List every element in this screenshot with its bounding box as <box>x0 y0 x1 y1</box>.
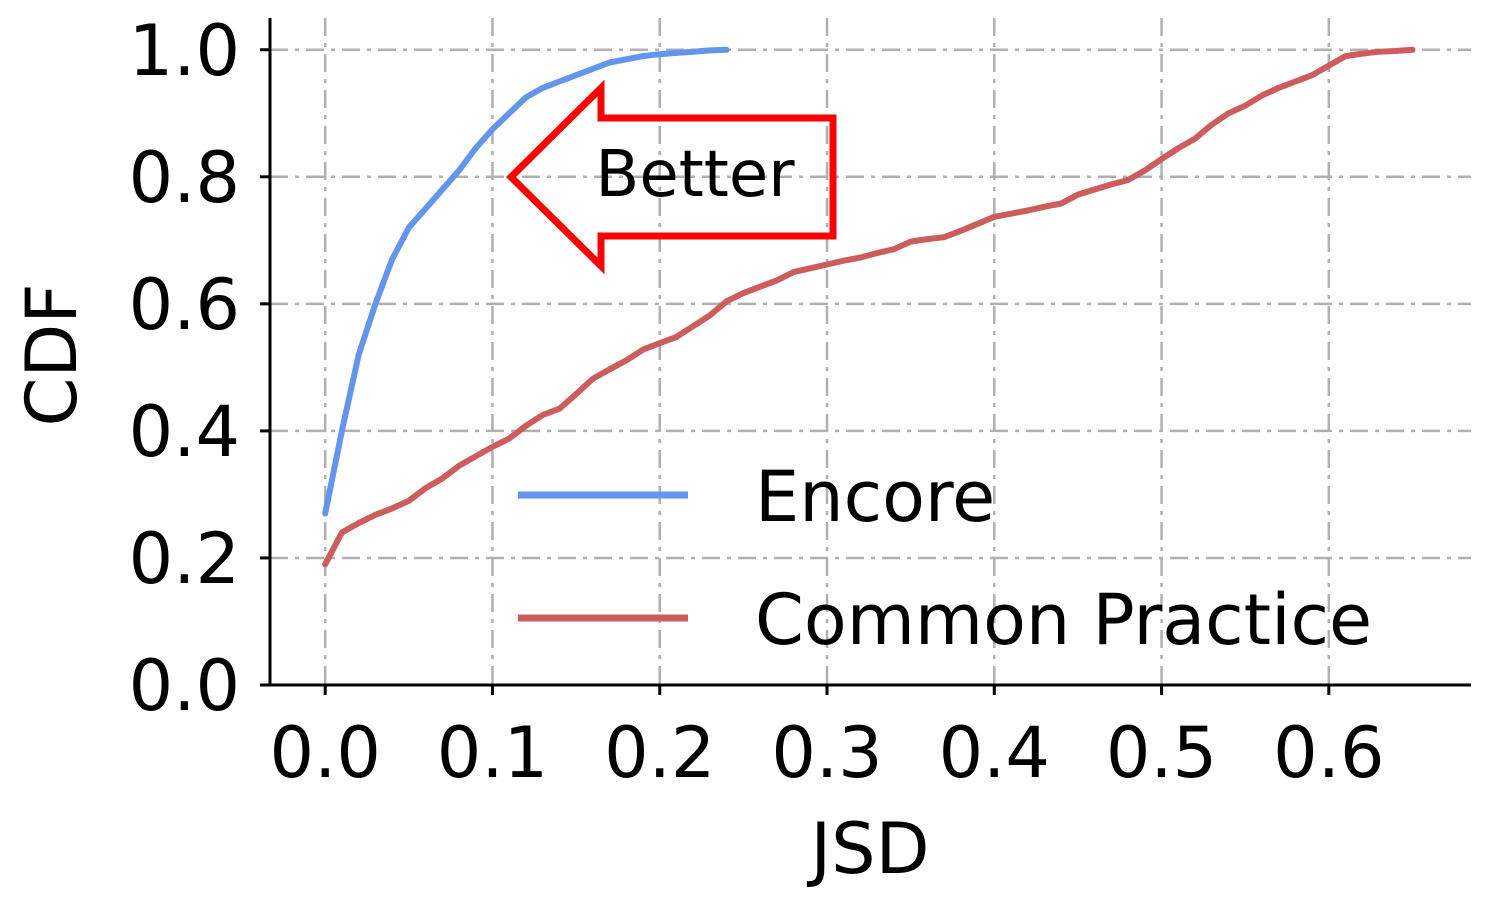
x-axis-label: JSD <box>807 808 930 890</box>
series-lines <box>322 46 1416 568</box>
y-axis-label: CDF <box>11 283 93 426</box>
x-tick-label: 0.3 <box>771 712 882 794</box>
better-annotation: Better <box>506 79 837 275</box>
better-arrow-icon <box>506 79 837 275</box>
x-tick-label: 0.5 <box>1106 712 1217 794</box>
y-tick-label: 0.4 <box>129 391 240 473</box>
legend-label-common-practice: Common Practice <box>755 579 1372 661</box>
axes <box>268 18 1471 687</box>
x-tick-label: 0.4 <box>939 712 1050 794</box>
x-tick-label: 0.2 <box>604 712 715 794</box>
x-tick-label: 0.6 <box>1273 712 1384 794</box>
y-tick-label: 0.6 <box>129 264 240 346</box>
x-tick-label: 0.1 <box>437 712 548 794</box>
series-line-common-practice <box>322 46 1416 568</box>
y-tick-label: 1.0 <box>129 10 240 92</box>
x-tick-label: 0.0 <box>270 712 381 794</box>
better-annotation-label: Better <box>595 138 795 212</box>
y-tick-label: 0.0 <box>129 645 240 727</box>
tick-labels: 0.0 0.1 0.2 0.3 0.4 0.5 0.6 0.0 0.2 0.4 0.6 0.8 1.0 <box>129 10 1385 794</box>
series-line-encore <box>322 46 730 517</box>
legend-label-encore: Encore <box>755 456 995 538</box>
legend: Encore Common Practice <box>518 456 1372 661</box>
y-tick-label: 0.8 <box>129 137 240 219</box>
y-tick-label: 0.2 <box>129 518 240 600</box>
